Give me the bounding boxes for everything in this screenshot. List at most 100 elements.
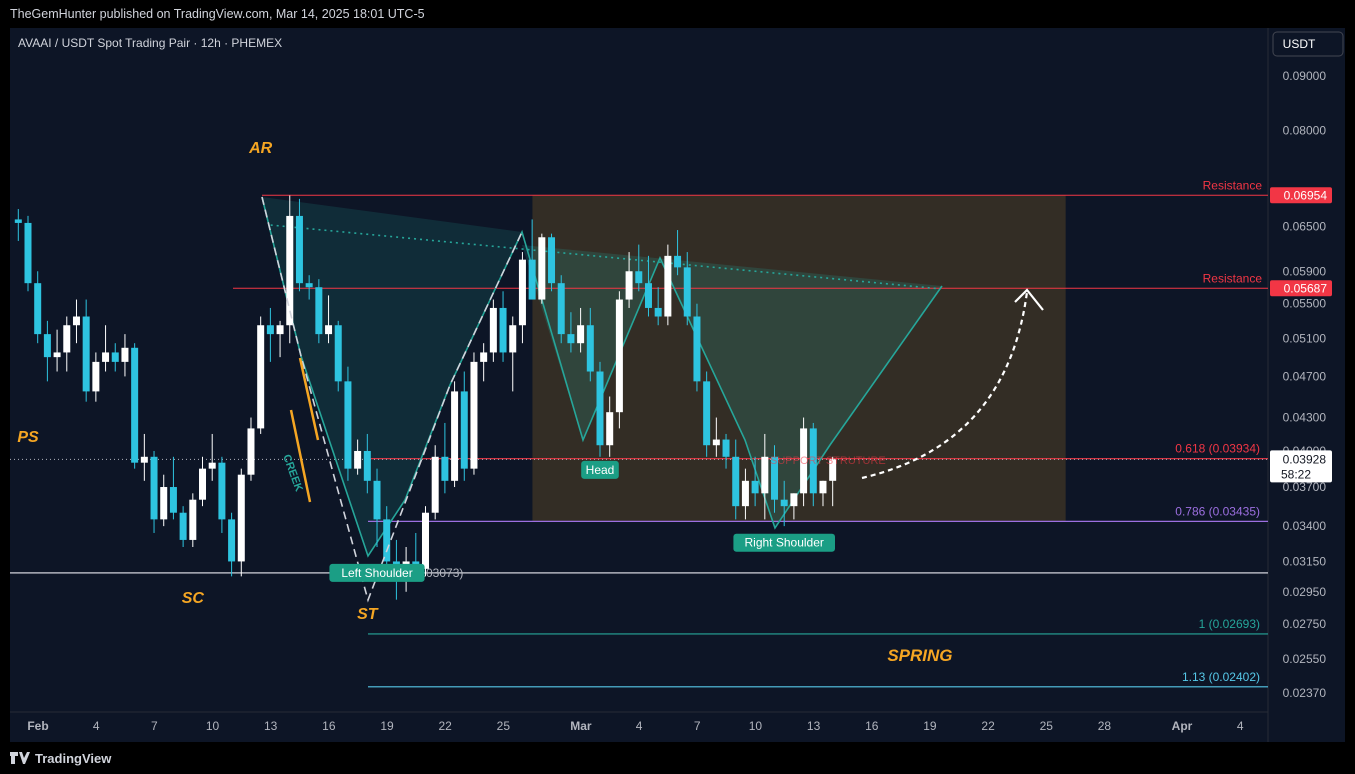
time-tick-label: 25 <box>497 719 511 733</box>
time-tick-label: 4 <box>1237 719 1244 733</box>
candle-body <box>72 316 80 326</box>
candle-body <box>82 316 90 392</box>
tradingview-brand: TradingView <box>35 750 112 766</box>
candle-up <box>509 316 517 392</box>
price-tick-label: 0.06500 <box>1283 219 1327 233</box>
fib-level-label: 0.618 (0.03934) <box>1175 442 1260 456</box>
candle-body <box>761 456 769 494</box>
chart-layer: Resistance 0.06954 Resistance 0.05687 0.618 … <box>10 28 1345 742</box>
price-chart[interactable]: Resistance 0.06954 Resistance 0.05687 0.618 … <box>10 28 1345 742</box>
candle-down <box>344 366 352 481</box>
time-tick-label: 22 <box>439 719 453 733</box>
candle-down <box>732 439 740 520</box>
candle-down <box>586 307 594 382</box>
countdown-text: 58:22 <box>1281 467 1311 481</box>
time-tick-label: Apr <box>1172 719 1193 733</box>
candle-body <box>489 307 497 353</box>
candle-body <box>43 334 51 358</box>
candle-body <box>780 499 788 507</box>
candle-up <box>102 325 110 372</box>
candle-down <box>111 343 119 372</box>
candle-body <box>800 428 808 494</box>
candle-down <box>780 480 788 527</box>
candle-body <box>577 325 585 344</box>
chart-background <box>10 28 1345 742</box>
candle-down <box>722 433 730 469</box>
candle-up <box>470 352 478 475</box>
candle-down <box>363 433 371 494</box>
pattern-label-pill <box>733 533 836 552</box>
candle-body <box>644 283 652 308</box>
candle-body <box>189 499 197 540</box>
pattern-label: Right Shoulder <box>745 536 824 550</box>
candle-body <box>460 391 468 469</box>
candle-body <box>131 347 139 463</box>
candle-body <box>722 439 730 457</box>
time-tick-label: 19 <box>380 719 394 733</box>
candle-down <box>557 275 565 344</box>
currency-button[interactable]: USDT <box>1272 31 1344 57</box>
candle-body <box>518 259 526 326</box>
candle-body <box>557 283 565 335</box>
wyckoff-label: AR <box>248 140 273 157</box>
resistance-label: Resistance <box>1203 178 1263 192</box>
candle-body <box>334 325 342 382</box>
candle-up <box>431 445 439 520</box>
candle-body <box>809 428 817 494</box>
candle-up <box>237 468 245 577</box>
candle-down <box>751 456 759 507</box>
candle-body <box>548 237 556 284</box>
price-tick-label: 0.03700 <box>1283 480 1327 494</box>
candle-body <box>596 371 604 446</box>
candle-down <box>228 512 236 577</box>
candle-down <box>218 456 226 533</box>
candle-body <box>606 412 614 446</box>
candle-body <box>354 450 362 469</box>
fib-level-label: 1.13 (0.02402) <box>1182 670 1260 684</box>
candle-down <box>150 450 158 533</box>
time-tick-label: 22 <box>981 719 995 733</box>
price-tick-label: 0.05900 <box>1283 264 1327 278</box>
tradingview-logo[interactable]: TradingView <box>10 750 111 766</box>
candle-body <box>228 519 236 562</box>
candle-body <box>286 215 294 326</box>
currency-button-label: USDT <box>1283 37 1316 51</box>
candle-body <box>276 325 284 335</box>
candle-down <box>674 230 682 276</box>
candle-up <box>354 439 362 475</box>
chart-title: AVAAI / USDT Spot Trading Pair · 12h · P… <box>18 36 282 50</box>
candle-up <box>480 343 488 382</box>
candle-body <box>732 456 740 507</box>
price-tick-label: 0.09000 <box>1283 69 1327 83</box>
candle-up <box>451 381 459 488</box>
candle-body <box>315 287 323 335</box>
candle-up <box>741 468 749 520</box>
candle-body <box>538 237 546 300</box>
candle-body <box>140 456 148 463</box>
candle-body <box>34 283 42 335</box>
time-tick-label: 10 <box>749 719 763 733</box>
candle-up <box>199 456 207 507</box>
candle-down <box>43 320 51 382</box>
candle-body <box>63 325 71 353</box>
candle-up <box>518 252 526 344</box>
candle-down <box>34 271 42 344</box>
candle-down <box>809 422 817 507</box>
candle-body <box>150 456 158 520</box>
candle-body <box>480 352 488 362</box>
price-tick-label: 0.02750 <box>1283 617 1327 631</box>
time-tick-label: 25 <box>1040 719 1054 733</box>
candle-up <box>189 493 197 547</box>
candle-body <box>169 487 177 513</box>
candle-body <box>208 462 216 469</box>
candle-down <box>441 422 449 494</box>
candle-down <box>179 506 187 547</box>
wyckoff-label: ST <box>357 606 379 623</box>
candle-up <box>625 252 633 308</box>
candle-down <box>14 209 22 241</box>
price-tick-label: 0.03150 <box>1283 554 1327 568</box>
candle-up <box>325 295 333 344</box>
candle-body <box>771 456 779 500</box>
price-tick-label: 0.02550 <box>1283 652 1327 666</box>
candle-up <box>606 396 614 457</box>
